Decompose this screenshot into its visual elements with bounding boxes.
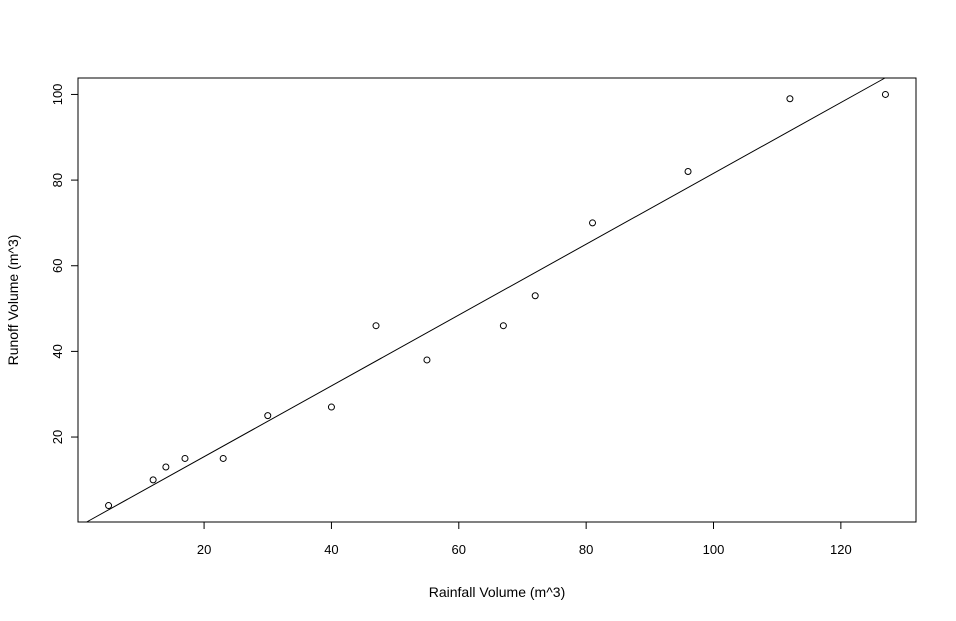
plot-area	[86, 77, 889, 523]
y-axis: 20 40 60 80 100	[50, 84, 79, 444]
data-point	[423, 356, 431, 364]
y-axis-title: Runoff Volume (m^3)	[5, 235, 21, 366]
data-point	[162, 463, 170, 471]
data-point	[327, 403, 335, 411]
x-tick-label: 80	[579, 542, 593, 557]
data-point	[264, 412, 272, 420]
data-point	[181, 454, 189, 462]
data-point	[684, 168, 692, 176]
x-axis: 20 40 60 80 100 120	[197, 521, 852, 557]
x-axis-title: Rainfall Volume (m^3)	[429, 584, 566, 600]
y-tick-label: 80	[50, 173, 65, 187]
data-point	[589, 219, 597, 227]
regression-line	[86, 77, 886, 523]
x-tick-label: 20	[197, 542, 211, 557]
y-tick-label: 20	[50, 430, 65, 444]
data-point	[499, 322, 507, 330]
data-point	[786, 95, 794, 103]
data-point	[149, 476, 157, 484]
x-tick-label: 60	[452, 542, 466, 557]
x-tick-label: 120	[830, 542, 852, 557]
y-tick-label: 40	[50, 344, 65, 358]
data-point	[372, 322, 380, 330]
data-point	[881, 90, 889, 98]
data-point	[105, 502, 113, 510]
plot-frame	[77, 77, 917, 523]
x-tick-label: 40	[324, 542, 338, 557]
x-tick-label: 100	[703, 542, 725, 557]
data-point	[531, 292, 539, 300]
data-point	[219, 454, 227, 462]
y-tick-label: 60	[50, 259, 65, 273]
y-tick-label: 100	[50, 84, 65, 106]
